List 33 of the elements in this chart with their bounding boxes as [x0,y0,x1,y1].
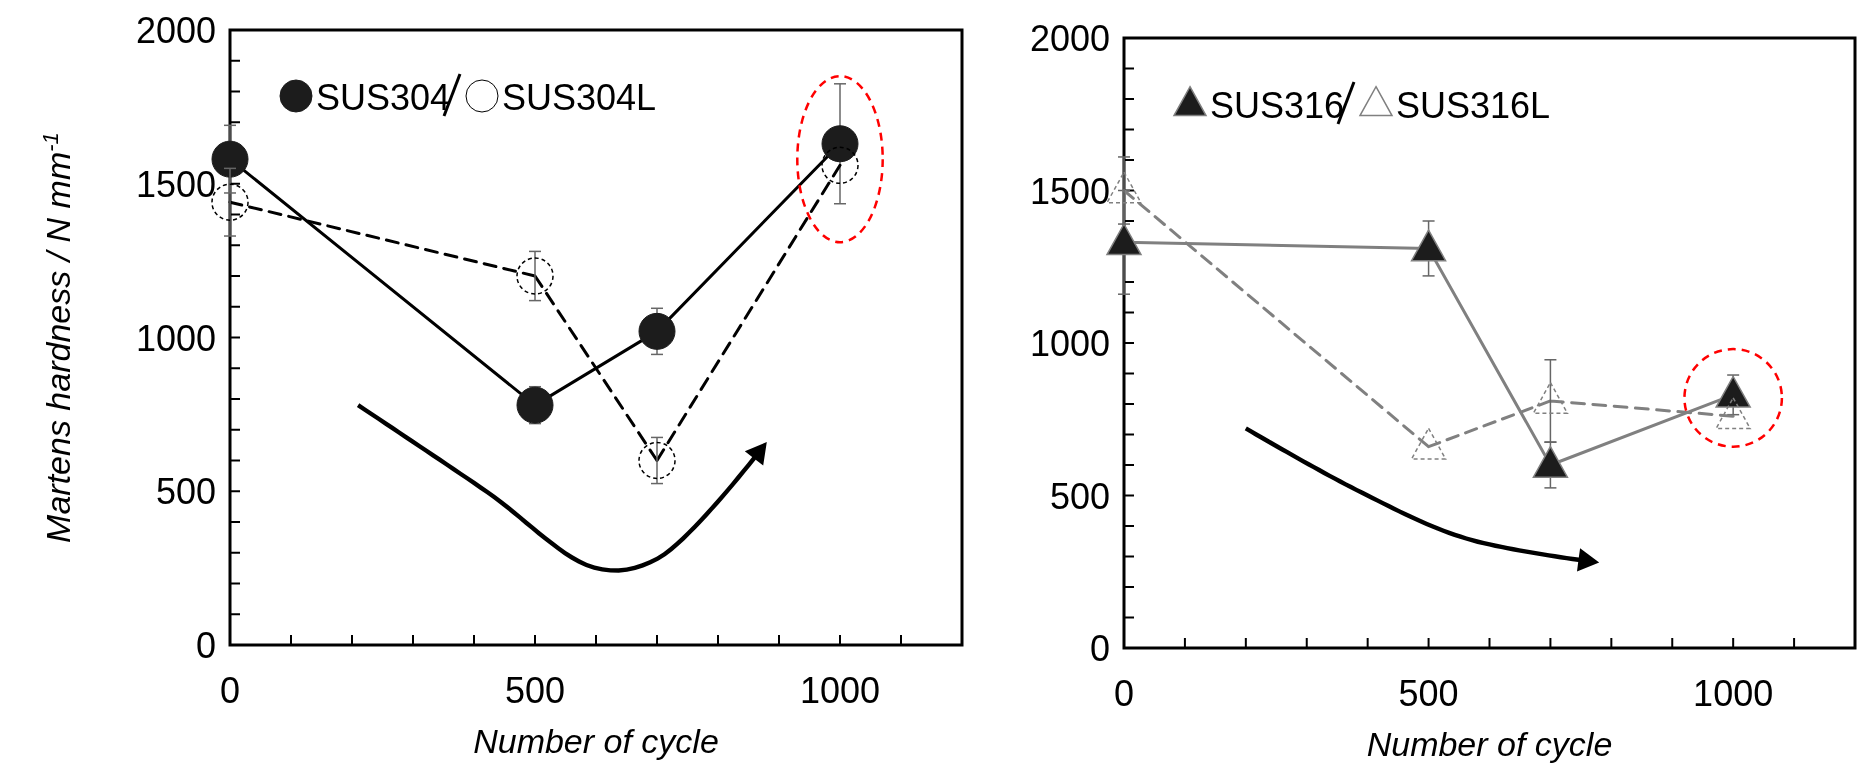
y-tick-label: 2000 [1029,18,1110,59]
x-axis-title: Number of cycle [473,722,719,760]
point [1532,381,1569,414]
point [1410,427,1447,460]
y-tick-label: 0 [195,625,216,666]
y-tick-label: 500 [1049,475,1110,517]
y-tick-label: 0 [1089,628,1110,669]
x-tick-label: 0 [1113,673,1135,714]
x-tick-label: 500 [1398,673,1459,714]
legend-label: SUS316 [1210,85,1345,126]
y-tick-label: 500 [155,471,216,513]
point [516,257,554,295]
x-axis-title: Number of cycle [1366,725,1613,763]
point [821,125,859,163]
y-tick-label: 1000 [1029,323,1110,364]
point [1410,229,1447,262]
y-tick-label: 1500 [1029,170,1110,212]
y-tick-label: 2000 [135,10,216,51]
point [516,386,554,424]
x-tick-label: 1000 [799,670,881,711]
y-tick-label: 1000 [135,317,216,359]
point [1106,223,1142,256]
x-tick-label: 1000 [1693,673,1774,714]
x-tick-label: 0 [219,670,241,711]
point [638,441,676,480]
legend-label: SUS316L [1396,85,1551,126]
legend-label: SUS304 [316,77,451,118]
x-tick-label: 500 [504,670,566,711]
point [1532,445,1569,478]
point [821,146,859,185]
legend-label: SUS304L [502,77,657,118]
y-tick-label: 1500 [135,163,216,205]
point [638,312,676,350]
